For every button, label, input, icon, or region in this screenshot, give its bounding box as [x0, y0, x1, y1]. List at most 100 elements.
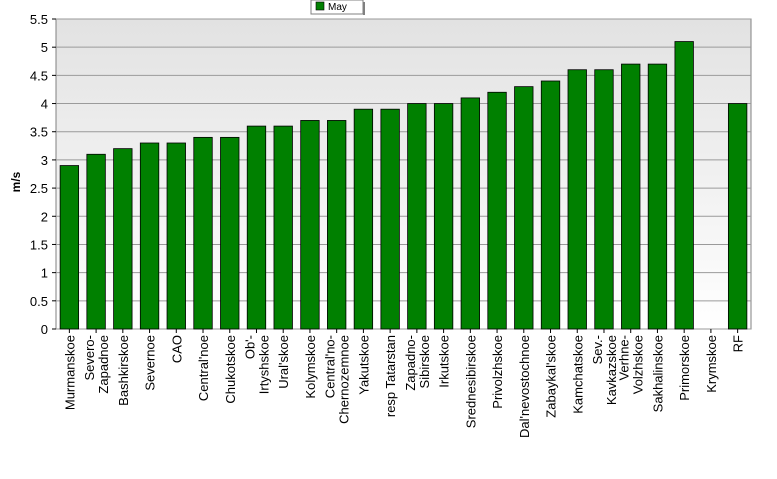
bar: [86, 153, 106, 330]
x-tick-label: Ural'skoe: [276, 335, 291, 389]
x-tick-label-line: Kavkazskoe: [604, 335, 619, 405]
x-tick-label-line: Sakhalinskoe: [650, 335, 665, 412]
bar: [353, 108, 374, 330]
y-tick-label: 1.5: [30, 237, 48, 252]
x-tick-label-line: Irkutskoe: [437, 335, 452, 388]
bar: [514, 86, 534, 330]
x-tick-label-line: Yakutskoe: [356, 335, 371, 395]
legend-swatch-may: [315, 1, 325, 11]
x-tick-label-line: Privolzhskoe: [490, 335, 505, 409]
x-tick-label-line: RF: [731, 335, 746, 352]
bar: [220, 136, 240, 330]
x-tick-label-line: Chernozemnoe: [337, 335, 352, 424]
x-tick-label-line: Sev.-: [590, 335, 605, 364]
x-tick-label: Zapadno- Sibirskoe: [403, 335, 432, 391]
bar: [487, 91, 507, 330]
x-tick-label-line: Primorskoe: [677, 335, 692, 401]
legend: May: [310, 0, 365, 15]
y-tick-label: 3.5: [30, 125, 48, 140]
y-axis-ticks: 0 0.5 1 1.5 2 2.5 3 3.5 4 4.5 5 5.5: [30, 12, 56, 337]
bar: [327, 120, 347, 330]
legend-shadow: [363, 2, 365, 15]
x-tick-label: CAO: [169, 335, 184, 363]
y-axis-label: m/s: [9, 171, 23, 192]
x-tick-label-line: Verhne-: [617, 335, 632, 381]
x-tick-label: Kolymskoe: [303, 335, 318, 399]
x-tick-label-line: Central'noe: [196, 335, 211, 401]
x-tick-label-line: Kamchatskoe: [570, 335, 585, 414]
y-tick-label: 2.5: [30, 181, 48, 196]
x-tick-label-line: Volzhskoe: [631, 335, 646, 394]
x-tick-label-line: Zapadno-: [403, 335, 418, 391]
x-tick-label: Kamchatskoe: [570, 335, 585, 414]
x-tick-label: Verhne- Volzhskoe: [617, 335, 646, 394]
x-tick-label: Dal'nevostochnoe: [517, 335, 532, 438]
x-tick-label-line: Irtyshskoe: [256, 335, 271, 394]
bar: [621, 63, 641, 330]
bar: [300, 120, 320, 330]
x-tick-label: Primorskoe: [677, 335, 692, 401]
x-tick-label-line: Murmanskoe: [62, 335, 77, 410]
x-tick-label-line: resp Tatarstan: [383, 335, 398, 417]
x-tick-label: Severo- Zapadnoe: [82, 335, 111, 394]
x-tick-label-line: Krymskoe: [704, 335, 719, 393]
x-tick-label-line: Severnoe: [143, 335, 158, 391]
x-tick-label: Privolzhskoe: [490, 335, 505, 409]
y-tick-label: 1: [41, 266, 48, 281]
x-tick-label-line: CAO: [169, 335, 184, 363]
x-tick-label-line: Zabaykal'skoe: [544, 335, 559, 418]
bar: [113, 148, 133, 330]
x-tick-label: Severnoe: [143, 335, 158, 391]
x-tick-label-line: Severo-: [82, 335, 97, 381]
x-tick-label: Yakutskoe: [356, 335, 371, 395]
bar: [166, 142, 186, 330]
bar: [193, 136, 213, 330]
x-axis-ticks: Murmanskoe Severo- Zapadnoe Bashkirskoe Seve…: [62, 329, 746, 438]
bar: [246, 125, 267, 330]
x-tick-label-line: Dal'nevostochnoe: [517, 335, 532, 438]
x-tick-label: Srednesibirskoe: [463, 335, 478, 428]
y-tick-label: 5: [41, 40, 48, 55]
x-tick-label: Chukotskoe: [223, 335, 238, 404]
x-tick-label: Central'noe: [196, 335, 211, 401]
bar: [273, 125, 293, 330]
bar: [540, 80, 561, 330]
bar: [727, 103, 748, 330]
x-tick-label: Bashkirskoe: [116, 335, 131, 406]
y-tick-label: 0: [41, 322, 48, 337]
x-tick-label: Ob'- Irtyshskoe: [242, 335, 271, 394]
x-tick-label: Central'no- Chernozemnoe: [323, 335, 352, 424]
x-tick-label-line: Srednesibirskoe: [463, 335, 478, 428]
y-tick-label: 0.5: [30, 294, 48, 309]
x-tick-label-line: Ob'-: [242, 335, 257, 359]
x-tick-label: Irkutskoe: [437, 335, 452, 388]
bar: [647, 63, 668, 330]
x-tick-label: Sev.- Kavkazskoe: [590, 335, 619, 405]
bar: [674, 41, 694, 330]
y-tick-label: 4.5: [30, 68, 48, 83]
legend-label-may: May: [328, 2, 347, 13]
x-tick-label: RF: [731, 335, 746, 352]
x-tick-label: resp Tatarstan: [383, 335, 398, 417]
x-tick-label-line: Bashkirskoe: [116, 335, 131, 406]
x-tick-label-line: Ural'skoe: [276, 335, 291, 389]
bar: [407, 103, 427, 330]
x-tick-label-line: Central'no-: [323, 335, 338, 398]
bar: [460, 97, 480, 330]
bar: [567, 69, 587, 330]
bar: [59, 165, 80, 330]
x-tick-label-line: Chukotskoe: [223, 335, 238, 404]
bar: [139, 142, 160, 330]
x-tick-label: Krymskoe: [704, 335, 719, 393]
bar: [433, 103, 454, 330]
y-tick-label: 2: [41, 209, 48, 224]
y-tick-label: 3: [41, 153, 48, 168]
bars: [59, 41, 748, 330]
x-tick-label: Murmanskoe: [62, 335, 77, 410]
x-tick-label: Zabaykal'skoe: [544, 335, 559, 418]
x-tick-label-line: Sibirskoe: [417, 335, 432, 388]
x-tick-label-line: Kolymskoe: [303, 335, 318, 399]
x-tick-label: Sakhalinskoe: [650, 335, 665, 412]
y-tick-label: 5.5: [30, 12, 48, 27]
